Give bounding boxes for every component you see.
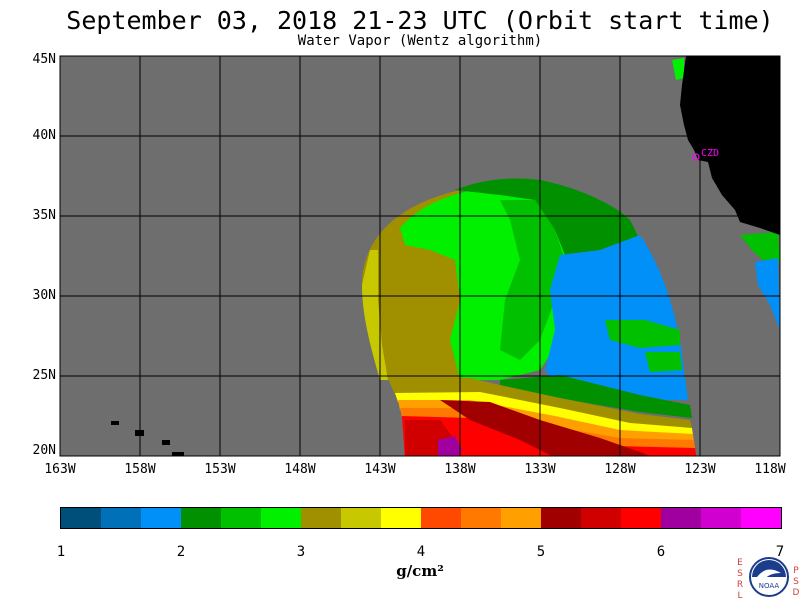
lat-label-25n: 25N bbox=[32, 368, 56, 383]
colorbar-tick-4: 4 bbox=[416, 544, 426, 560]
colorbar-swatch bbox=[501, 508, 541, 528]
north-america-land bbox=[680, 56, 780, 235]
lon-label-163w: 163W bbox=[44, 462, 76, 477]
swath-darkgreen-band bbox=[500, 375, 692, 418]
swath-darkred-region bbox=[440, 400, 650, 456]
colorbar-swatch bbox=[741, 508, 781, 528]
colorbar-swatch bbox=[461, 508, 501, 528]
lon-label-148w: 148W bbox=[284, 462, 316, 477]
colorbar-swatch bbox=[101, 508, 141, 528]
colorbar-tick-5: 5 bbox=[536, 544, 546, 560]
hawaii-island-3 bbox=[162, 440, 170, 445]
colorbar-swatch bbox=[421, 508, 461, 528]
map-grid bbox=[60, 56, 780, 456]
hawaii-island-1 bbox=[111, 421, 119, 425]
logo-text: NOAA bbox=[759, 582, 780, 590]
colorbar-tick-7: 7 bbox=[775, 544, 785, 560]
colorbar-tick-1: 1 bbox=[56, 544, 66, 560]
lat-label-20n: 20N bbox=[32, 443, 56, 458]
colorbar-tick-3: 3 bbox=[296, 544, 306, 560]
swath-green-patch-south bbox=[645, 352, 682, 372]
colorbar-swatch bbox=[341, 508, 381, 528]
swath-darkgreen-region bbox=[455, 178, 640, 255]
noaa-logo-icon: NOAA bbox=[749, 557, 789, 597]
colorbar-swatch bbox=[581, 508, 621, 528]
coastal-blue-strip bbox=[755, 258, 780, 330]
colorbar-swatch bbox=[181, 508, 221, 528]
map-title: September 03, 2018 21-23 UTC (Orbit star… bbox=[66, 6, 774, 35]
colorbar-swatch bbox=[661, 508, 701, 528]
colorbar-swatch bbox=[701, 508, 741, 528]
lat-label-30n: 30N bbox=[32, 288, 56, 303]
lon-label-118w: 118W bbox=[754, 462, 786, 477]
coastal-green-strip bbox=[740, 232, 780, 262]
lon-label-153w: 153W bbox=[204, 462, 236, 477]
satellite-swath bbox=[111, 56, 780, 456]
colorbar bbox=[60, 507, 782, 529]
hawaii-island-4 bbox=[172, 452, 184, 456]
colorbar-tick-6: 6 bbox=[656, 544, 666, 560]
lon-label-128w: 128W bbox=[604, 462, 636, 477]
lon-label-123w: 123W bbox=[684, 462, 716, 477]
map-subtitle: Water Vapor (Wentz algorithm) bbox=[297, 33, 543, 49]
colorbar-swatch bbox=[621, 508, 661, 528]
swath-yellowgreen-fringe bbox=[362, 250, 388, 380]
logo-right-letters: PSD bbox=[792, 566, 800, 598]
colorbar-swatch bbox=[541, 508, 581, 528]
swath-purple-spot bbox=[438, 436, 462, 456]
colorbar-swatch bbox=[301, 508, 341, 528]
colorbar-unit: g/cm² bbox=[396, 562, 444, 580]
colorbar-tick-2: 2 bbox=[176, 544, 186, 560]
lon-label-158w: 158W bbox=[124, 462, 156, 477]
colorbar-swatch bbox=[261, 508, 301, 528]
colorbar-frame bbox=[60, 507, 782, 529]
swath-medgreen-region bbox=[500, 200, 565, 360]
lon-label-138w: 138W bbox=[444, 462, 476, 477]
colorbar-swatch bbox=[381, 508, 421, 528]
swath-green-patch-east bbox=[605, 320, 680, 348]
station-label: CZD bbox=[701, 148, 719, 159]
colorbar-swatch bbox=[61, 508, 101, 528]
lat-label-45n: 45N bbox=[32, 52, 56, 67]
colorbar-swatch bbox=[221, 508, 261, 528]
logo-left-letters: ESRL bbox=[736, 558, 744, 601]
colorbar-swatch bbox=[141, 508, 181, 528]
map-frame bbox=[59, 55, 781, 457]
coastal-green-north bbox=[672, 58, 684, 80]
station-marker bbox=[692, 153, 700, 161]
lat-label-35n: 35N bbox=[32, 208, 56, 223]
lat-label-40n: 40N bbox=[32, 128, 56, 143]
lon-label-143w: 143W bbox=[364, 462, 396, 477]
lon-label-133w: 133W bbox=[524, 462, 556, 477]
